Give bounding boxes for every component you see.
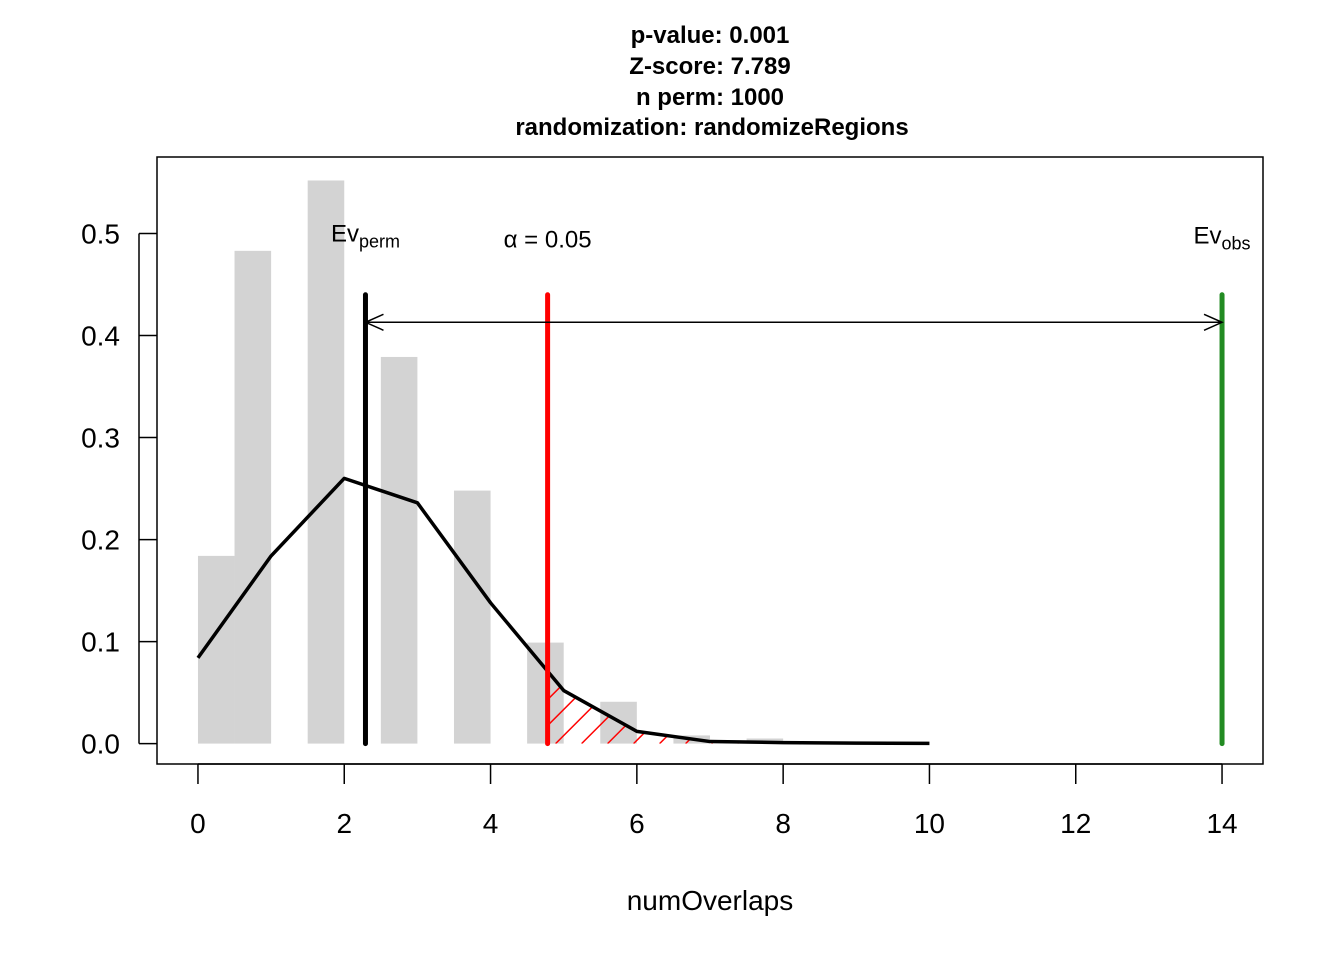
hatch-line-21 — [893, 671, 930, 744]
x-tick-label-1: 2 — [336, 808, 352, 839]
title-line-nperm: n perm: 1000 — [636, 84, 784, 111]
histogram-bar-1 — [234, 250, 272, 744]
x-axis: 0 2 4 6 8 10 12 14 — [190, 763, 1238, 839]
x-tick-label-6: 12 — [1060, 808, 1091, 839]
hatch-line-22 — [919, 671, 930, 744]
y-tick-label-0: 0.0 — [81, 729, 120, 760]
histogram-bar-3 — [307, 180, 345, 744]
x-tick-label-3: 6 — [629, 808, 645, 839]
hatch-line-19 — [841, 671, 930, 744]
hatch-line-11 — [633, 671, 737, 744]
hatch-line-12 — [659, 671, 763, 744]
arrow-head-left — [363, 313, 384, 331]
title-line-pvalue: p-value: 0.001 — [631, 22, 790, 49]
x-tick-label-5: 10 — [914, 808, 945, 839]
histogram-bar-7 — [453, 490, 491, 744]
title-line-zscore: Z-score: 7.789 — [629, 53, 790, 80]
histogram-bar-5 — [380, 356, 418, 744]
x-tick-label-4: 8 — [775, 808, 791, 839]
annotation-ev-obs: Evobs — [1194, 223, 1251, 254]
annotation-alpha-symbol: α — [504, 227, 518, 254]
hatch-line-14 — [711, 671, 815, 744]
y-tick-label-5: 0.5 — [81, 219, 120, 250]
hatch-line-15 — [737, 671, 841, 744]
hatch-line-16 — [763, 671, 867, 744]
y-tick-label-4: 0.4 — [81, 321, 120, 352]
distance-arrow — [363, 313, 1224, 331]
hatch-line-24 — [972, 642, 1074, 744]
arrow-head-right — [1203, 313, 1224, 331]
density-line — [196, 476, 930, 746]
x-axis-title: numOverlaps — [627, 885, 794, 916]
x-tick-label-7: 14 — [1206, 808, 1237, 839]
hatch-line-6 — [547, 671, 607, 744]
title-line-randomization: randomization: randomizeRegions — [515, 114, 908, 141]
hatch-line-20 — [867, 671, 930, 744]
x-tick-label-0: 0 — [190, 808, 206, 839]
hatch-line-17 — [789, 671, 893, 744]
vertical-lines — [362, 292, 1225, 747]
chart-title: p-value: 0.001 Z-score: 7.789 n perm: 10… — [515, 22, 908, 141]
annotation-alpha-text: = 0.05 — [518, 227, 592, 254]
annotation-alpha: α = 0.05 — [504, 227, 592, 254]
annotation-ev-perm-sub: perm — [359, 232, 400, 252]
hatch-line-13 — [685, 671, 789, 744]
hatch-line-23 — [946, 642, 1048, 744]
density-line-group — [196, 476, 930, 746]
annotation-ev-perm-main: Ev — [331, 221, 359, 248]
hatch-line-18 — [815, 671, 919, 744]
annotation-ev-obs-main: Ev — [1194, 223, 1222, 250]
y-tick-label-1: 0.1 — [81, 627, 120, 658]
annotation-ev-obs-sub: obs — [1222, 234, 1251, 254]
y-tick-label-2: 0.2 — [81, 525, 120, 556]
x-tick-label-2: 4 — [483, 808, 499, 839]
y-tick-label-3: 0.3 — [81, 423, 120, 454]
hatch-line-10 — [607, 671, 711, 744]
plot-frame — [156, 156, 1264, 765]
y-axis: 0.0 0.1 0.2 0.3 0.4 0.5 — [81, 219, 157, 760]
histogram-bars — [197, 180, 784, 744]
annotation-ev-perm: Evperm — [331, 221, 400, 252]
